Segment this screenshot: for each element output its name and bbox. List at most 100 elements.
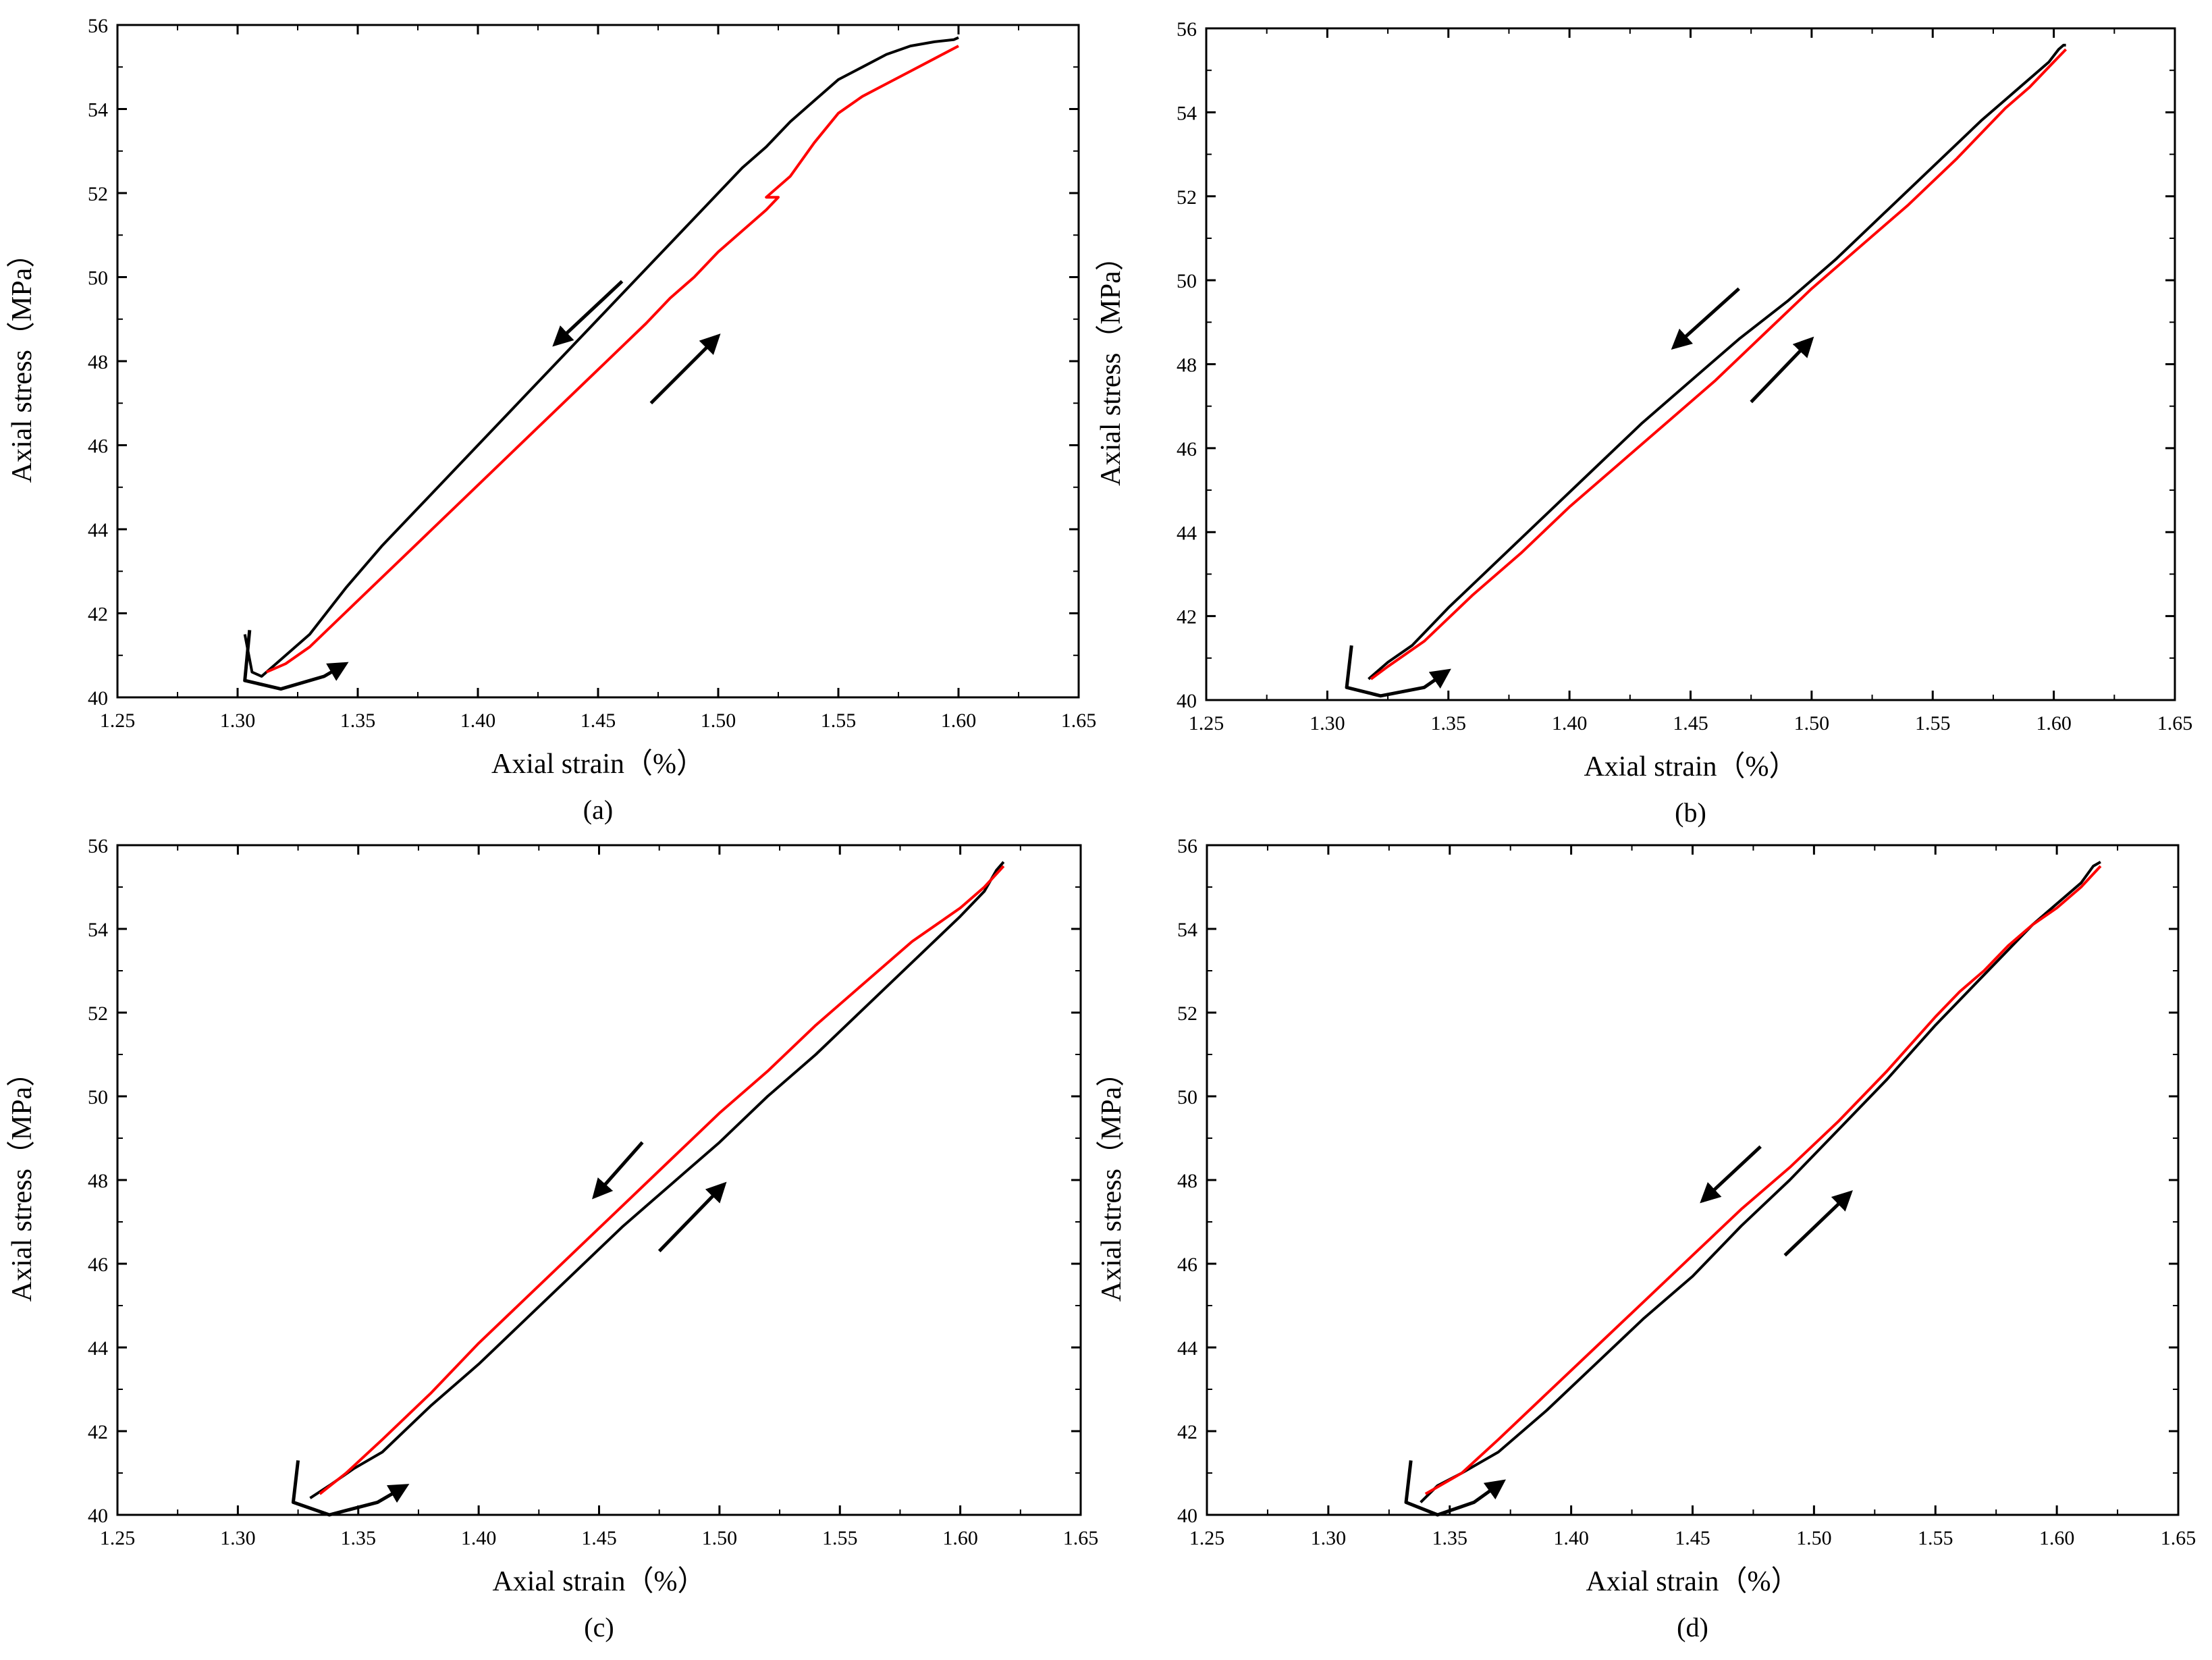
y-axis-title: Axial stress（MPa） <box>1096 242 1127 486</box>
plot-frame <box>1205 27 2176 701</box>
series-line-unloading <box>319 865 1005 1495</box>
x-tick-label: 1.55 <box>1918 1527 1953 1549</box>
y-tick-label: 44 <box>88 1337 108 1360</box>
x-tick-label: 1.35 <box>1431 712 1467 734</box>
y-axis-title: Axial stress（MPa） <box>7 240 38 483</box>
series-line-loading <box>243 36 959 678</box>
x-tick-label: 1.50 <box>1796 1527 1832 1549</box>
y-tick-label: 52 <box>88 183 108 205</box>
annotation-arrows <box>1345 287 1814 698</box>
series-line-loading <box>1368 43 2066 680</box>
y-tick-label: 52 <box>1177 186 1197 209</box>
y-axis-title: Axial stress（MPa） <box>1096 1059 1127 1302</box>
x-tick-label: 1.55 <box>1915 712 1951 734</box>
x-tick-label: 1.50 <box>701 709 736 732</box>
x-tick-label: 1.65 <box>1063 1527 1099 1549</box>
x-tick-label: 1.55 <box>821 709 857 732</box>
x-tick-label: 1.45 <box>1673 712 1708 734</box>
y-tick-label: 46 <box>88 435 108 458</box>
y-tick-label: 48 <box>88 1170 108 1192</box>
y-tick-label: 50 <box>1177 270 1197 292</box>
y-tick-label: 56 <box>1177 18 1197 41</box>
y-tick-label: 56 <box>88 15 108 37</box>
x-tick-label: 1.60 <box>941 709 977 732</box>
y-tick-label: 44 <box>1177 522 1197 544</box>
axis-ticks <box>1206 844 2180 1516</box>
axis-ticks <box>116 24 1080 699</box>
series-group <box>243 36 959 678</box>
x-tick-label: 1.35 <box>341 1527 377 1549</box>
annotation-arrows <box>291 1141 727 1517</box>
panel-caption: (c) <box>584 1612 614 1642</box>
panel-c: 1.25 1.30 1.35 1.40 1.45 1.50 1.55 1.60 1.65 404… <box>7 835 1098 1642</box>
annotation-arrows <box>1404 1145 1853 1517</box>
series-group <box>1420 861 2102 1503</box>
unloading-arrow-icon <box>1700 1145 1762 1204</box>
x-tick-label: 1.60 <box>942 1527 978 1549</box>
y-tick-label: 54 <box>88 919 108 941</box>
y-tick-label: 42 <box>1177 1421 1197 1443</box>
panel-a: 1.25 1.30 1.35 1.40 1.45 1.50 1.55 1.60 1.65 404… <box>7 15 1096 825</box>
x-tick-label: 1.30 <box>220 1527 256 1549</box>
unloading-arrow-icon <box>1671 287 1740 350</box>
series-line-loading <box>1420 861 2101 1503</box>
y-tick-label: 46 <box>88 1254 108 1276</box>
x-tick-label: 1.65 <box>2157 712 2193 734</box>
y-tick-label: 40 <box>88 1505 108 1527</box>
loading-arrow-icon <box>657 1181 727 1253</box>
x-tick-label: 1.65 <box>1061 709 1097 732</box>
x-tick-label: 1.40 <box>1553 1527 1589 1549</box>
x-tick-label: 1.55 <box>822 1527 858 1549</box>
x-tick-label: 1.60 <box>2039 1527 2075 1549</box>
y-tick-label: 54 <box>1177 102 1197 124</box>
y-tick-label: 44 <box>88 519 108 541</box>
x-tick-labels: 1.25 1.30 1.35 1.40 1.45 1.50 1.55 1.60 1.65 <box>1189 1527 2196 1549</box>
x-axis-title: Axial strain（%） <box>491 749 705 780</box>
y-tick-label: 40 <box>1177 690 1197 712</box>
plot-frame <box>116 24 1080 699</box>
x-tick-label: 1.45 <box>1675 1527 1710 1549</box>
x-tick-label: 1.30 <box>1311 1527 1347 1549</box>
y-tick-labels: 40 42 44 46 48 50 52 54 56 <box>88 15 108 709</box>
loading-arrow-icon <box>649 333 721 405</box>
panel-caption: (b) <box>1675 797 1706 828</box>
series-line-unloading <box>1424 865 2102 1495</box>
axis-ticks <box>1205 27 2176 701</box>
hook-arrow-icon <box>291 1460 410 1517</box>
x-tick-labels: 1.25 1.30 1.35 1.40 1.45 1.50 1.55 1.60 1.65 <box>100 709 1097 732</box>
y-tick-labels: 40 42 44 46 48 50 52 54 56 <box>1177 835 1197 1527</box>
x-tick-label: 1.50 <box>1794 712 1830 734</box>
plot-frame <box>116 844 1082 1516</box>
y-tick-label: 46 <box>1177 1254 1197 1276</box>
y-tick-label: 46 <box>1177 438 1197 460</box>
x-tick-label: 1.65 <box>2161 1527 2196 1549</box>
panel-caption: (d) <box>1677 1612 1708 1642</box>
x-tick-label: 1.60 <box>2036 712 2072 734</box>
unloading-arrow-icon <box>552 279 624 347</box>
x-axis-title: Axial strain（%） <box>492 1566 705 1597</box>
y-tick-labels: 40 42 44 46 48 50 52 54 56 <box>88 835 108 1527</box>
panel-b: 1.25 1.30 1.35 1.40 1.45 1.50 1.55 1.60 1.65 404… <box>1096 18 2192 828</box>
series-group <box>1368 43 2068 680</box>
unloading-arrow-icon <box>592 1141 644 1200</box>
x-tick-labels: 1.25 1.30 1.35 1.40 1.45 1.50 1.55 1.60 1.65 <box>1189 712 2193 734</box>
plot-frame <box>1206 844 2180 1516</box>
x-tick-label: 1.25 <box>100 709 136 732</box>
loading-arrow-icon <box>1783 1190 1853 1257</box>
y-tick-label: 40 <box>1177 1505 1197 1527</box>
x-tick-label: 1.40 <box>1552 712 1588 734</box>
series-line-unloading <box>1370 48 2068 680</box>
y-tick-label: 50 <box>1177 1086 1197 1108</box>
x-tick-label: 1.40 <box>461 1527 497 1549</box>
y-tick-label: 56 <box>1177 835 1197 857</box>
x-axis-title: Axial strain（%） <box>1586 1566 1799 1597</box>
y-tick-label: 54 <box>88 99 108 122</box>
loading-arrow-icon <box>1750 336 1814 404</box>
y-axis-title: Axial stress（MPa） <box>7 1059 38 1302</box>
x-tick-label: 1.30 <box>220 709 256 732</box>
y-tick-label: 52 <box>88 1002 108 1025</box>
y-tick-label: 52 <box>1177 1002 1197 1025</box>
y-tick-label: 48 <box>88 351 108 373</box>
y-tick-label: 50 <box>88 1086 108 1108</box>
